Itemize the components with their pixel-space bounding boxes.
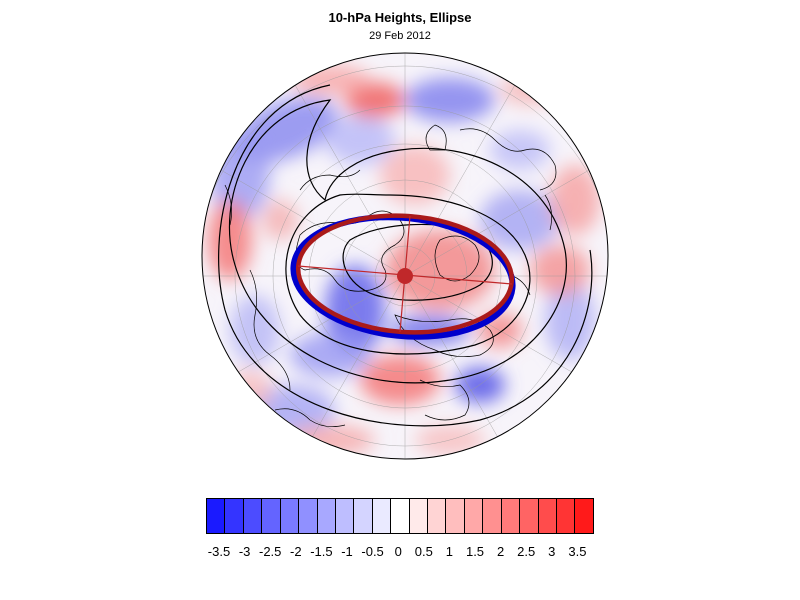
colorbar-swatch <box>335 499 355 533</box>
globe-outline <box>201 52 609 460</box>
colorbar-swatch <box>575 499 593 533</box>
colorbar-swatch <box>446 499 465 533</box>
colorbar-tick-label: -2.5 <box>258 544 282 559</box>
colorbar-tick-label: 3.5 <box>568 544 587 559</box>
colorbar-tick-label: 0 <box>394 544 402 559</box>
colorbar-swatch <box>262 499 281 533</box>
colorbar-swatch <box>538 499 558 533</box>
height-contours <box>218 84 593 427</box>
colorbar <box>206 498 594 534</box>
colorbar-swatch <box>464 499 484 533</box>
colorbar-tick-label: -0.5 <box>361 544 384 559</box>
map-title: 10-hPa Heights, Ellipse <box>328 10 472 25</box>
colorbar-labels: -3.5 -3 -2.5 -2 -1.5 -1 -0.5 0 0.5 1 1.5 2 2.5 3 3.5 <box>0 544 800 560</box>
colorbar-swatch <box>243 499 263 533</box>
map-date: 29 Feb 2012 <box>369 30 431 42</box>
colorbar-swatch <box>354 499 373 533</box>
colorbar-tick-label: 1.5 <box>465 544 485 559</box>
colorbar-tick-label: -1.5 <box>310 544 333 559</box>
colorbar-swatch <box>501 499 521 533</box>
anomaly-field <box>202 53 608 459</box>
colorbar-tick-label: 2.5 <box>517 544 536 559</box>
colorbar-swatch <box>428 499 447 533</box>
colorbar-swatch <box>520 499 539 533</box>
colorbar-tick-label: 1 <box>445 544 454 559</box>
colorbar-swatch <box>391 499 410 533</box>
colorbar-tick-label: -3.5 <box>207 544 231 559</box>
colorbar-tick-label: 3 <box>548 544 556 559</box>
colorbar-swatch <box>483 499 502 533</box>
colorbar-swatch <box>409 499 429 533</box>
colorbar-swatch <box>317 499 336 533</box>
colorbar-tick-label: -2 <box>290 544 302 559</box>
colorbar-swatch <box>280 499 300 533</box>
colorbar-swatch <box>299 499 318 533</box>
colorbar-swatch <box>207 499 226 533</box>
colorbar-swatch <box>372 499 392 533</box>
colorbar-tick-label: -1 <box>341 544 353 559</box>
colorbar-swatch <box>225 499 244 533</box>
colorbar-tick-label: 0.5 <box>414 544 433 559</box>
colorbar-tick-label: 2 <box>496 544 505 559</box>
colorbar-swatch <box>557 499 576 533</box>
vortex-center-marker <box>397 268 413 284</box>
colorbar-tick-label: -3 <box>238 544 251 559</box>
